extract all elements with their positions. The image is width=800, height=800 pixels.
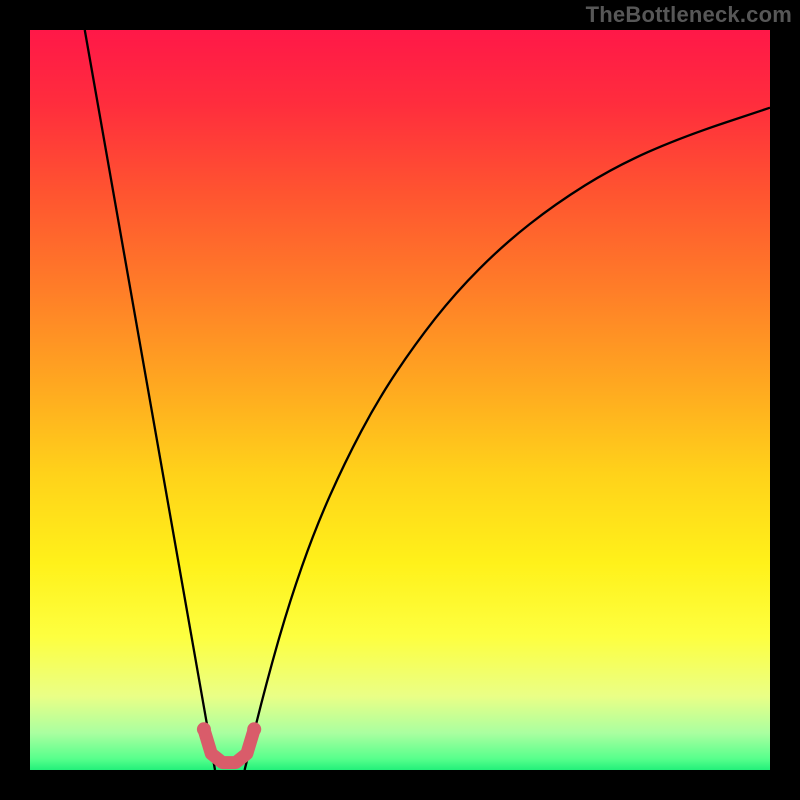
curve-right [245,108,770,770]
watermark-text: TheBottleneck.com [586,2,792,28]
curve-left [85,30,215,770]
curve-layer [0,0,800,800]
chart-stage: TheBottleneck.com [0,0,800,800]
vertex-marker-dot-left [197,722,211,736]
vertex-marker [204,729,254,762]
vertex-marker-dot-right [247,722,261,736]
